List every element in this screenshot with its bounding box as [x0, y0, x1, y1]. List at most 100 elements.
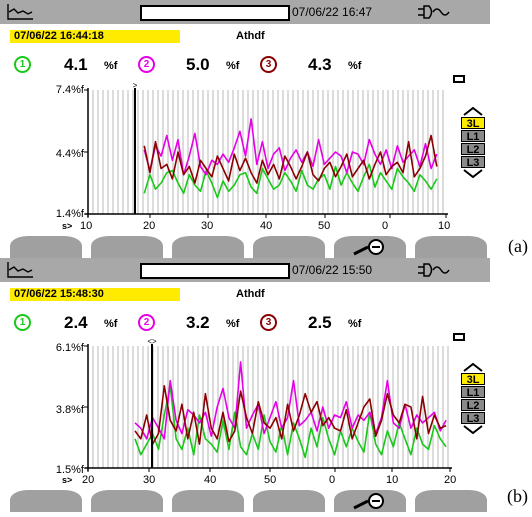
trend-icon: [7, 4, 33, 20]
phase-button-l3[interactable]: L3: [461, 412, 485, 425]
status-datetime: 07/06/22 15:50: [292, 263, 373, 277]
arrow-down-icon[interactable]: [462, 169, 484, 179]
series-line-phase-2: [143, 118, 438, 176]
x-axis-prefix: s>: [62, 221, 73, 231]
phase-1-value: 2.4: [64, 313, 88, 332]
phase-2-icon: 2: [138, 56, 155, 73]
x-tick-label: 0: [329, 474, 336, 486]
y-tick-min: 1.5%f: [55, 464, 84, 476]
x-tick-label: 0: [382, 220, 389, 232]
phase-1-unit: %f: [104, 60, 118, 72]
x-tick-label: 20: [143, 220, 156, 232]
softkey-zoom-out[interactable]: [334, 490, 406, 512]
record-timestamp: 07/06/22 16:44:18: [10, 30, 180, 43]
phase-3-value: 4.3: [308, 55, 332, 74]
phase-3-icon: 3: [260, 56, 277, 73]
phase-3-value: 2.5: [308, 313, 332, 332]
cursor-marker: >: [133, 81, 138, 90]
series-line-phase-3: [143, 134, 438, 184]
phase-button-3l[interactable]: 3L: [461, 117, 485, 130]
panel-a: 07/06/22 16:47 07/06/22 16:44:18 Athdf 1…: [0, 0, 528, 258]
record-timestamp: 07/06/22 15:48:30: [10, 288, 180, 301]
phase-3-icon: 3: [260, 314, 277, 331]
softkey-6[interactable]: [415, 490, 487, 512]
status-bar: 07/06/22 15:50: [0, 258, 490, 282]
memory-progress-bar: [140, 263, 290, 279]
series-line-phase-2: [134, 361, 447, 440]
phase-3-unit: %f: [348, 318, 362, 330]
phase-2-value: 3.2: [186, 313, 210, 332]
arrow-down-icon[interactable]: [462, 425, 484, 435]
phase-selector: 3L L1 L2 L3: [458, 362, 488, 435]
trend-icon: [7, 262, 33, 278]
grid-lines: [92, 346, 449, 468]
panel-b: 07/06/22 15:50 07/06/22 15:48:30 Athdf 1…: [0, 258, 528, 517]
trend-chart[interactable]: >: [0, 0, 490, 258]
series-line-phase-1: [143, 163, 438, 199]
phase-readings: 1 2.4 %f 2 3.2 %f 3 2.5 %f: [0, 312, 490, 336]
phase-1-unit: %f: [104, 318, 118, 330]
x-tick-label: 10: [80, 220, 93, 232]
x-axis-prefix: s>: [62, 475, 73, 485]
record-flag-icon: [453, 333, 465, 341]
phase-1-icon: 1: [14, 56, 31, 73]
phase-1-value: 4.1: [64, 55, 88, 74]
y-tick-max: 7.4%f: [55, 84, 84, 96]
softkey-4[interactable]: [253, 236, 325, 258]
phase-selector: 3L L1 L2 L3: [458, 106, 488, 179]
phase-1-icon: 1: [14, 314, 31, 331]
phase-button-l2[interactable]: L2: [461, 143, 485, 156]
x-tick-label: 40: [260, 220, 273, 232]
softkey-3[interactable]: [172, 490, 244, 512]
softkey-1[interactable]: [10, 490, 82, 512]
arrow-up-icon[interactable]: [462, 106, 484, 116]
phase-2-unit: %f: [226, 60, 240, 72]
y-tick-mid: 3.8%f: [55, 404, 84, 416]
softkey-4[interactable]: [253, 490, 325, 512]
x-tick-label: 20: [444, 474, 457, 486]
phase-button-l3[interactable]: L3: [461, 156, 485, 169]
panel-tag: (a): [508, 236, 528, 256]
softkey-2[interactable]: [91, 490, 163, 512]
softkey-bar: [10, 236, 490, 258]
phase-button-3l[interactable]: 3L: [461, 373, 485, 386]
x-tick-label: 10: [438, 220, 451, 232]
softkey-6[interactable]: [415, 236, 487, 258]
softkey-zoom-out[interactable]: [334, 236, 406, 258]
zoom-out-icon: [353, 493, 384, 510]
x-tick-label: 30: [201, 220, 214, 232]
power-plug-icon: [418, 263, 450, 277]
x-tick-label: 40: [204, 474, 217, 486]
phase-3-unit: %f: [348, 60, 362, 72]
y-tick-max: 6.1%f: [55, 342, 84, 354]
trend-chart[interactable]: <>: [0, 258, 490, 517]
phase-button-l1[interactable]: L1: [461, 130, 485, 143]
phase-button-l1[interactable]: L1: [461, 386, 485, 399]
y-tick-mid: 4.4%f: [55, 148, 84, 160]
cursor-marker: <>: [147, 337, 157, 346]
y-tick-min: 1.4%f: [55, 208, 84, 220]
record-flag-icon: [453, 75, 465, 83]
softkey-2[interactable]: [91, 236, 163, 258]
arrow-up-icon[interactable]: [462, 362, 484, 372]
zoom-out-icon: [353, 239, 384, 256]
measurement-mode-label: Athdf: [236, 30, 265, 42]
softkey-1[interactable]: [10, 236, 82, 258]
power-plug-icon: [418, 5, 450, 19]
x-tick-label: 20: [82, 474, 95, 486]
x-tick-label: 10: [386, 474, 399, 486]
measurement-mode-label: Athdf: [236, 288, 265, 300]
phase-2-icon: 2: [138, 314, 155, 331]
x-tick-label: 50: [264, 474, 277, 486]
x-tick-label: 30: [143, 474, 156, 486]
panel-tag: (b): [507, 486, 528, 506]
grid-lines: [92, 90, 444, 214]
status-bar: 07/06/22 16:47: [0, 0, 490, 24]
phase-readings: 1 4.1 %f 2 5.0 %f 3 4.3 %f: [0, 54, 490, 78]
phase-2-value: 5.0: [186, 55, 210, 74]
softkey-bar: [10, 490, 490, 512]
memory-progress-bar: [140, 5, 290, 21]
series-line-phase-3: [134, 385, 447, 445]
softkey-3[interactable]: [172, 236, 244, 258]
phase-button-l2[interactable]: L2: [461, 399, 485, 412]
